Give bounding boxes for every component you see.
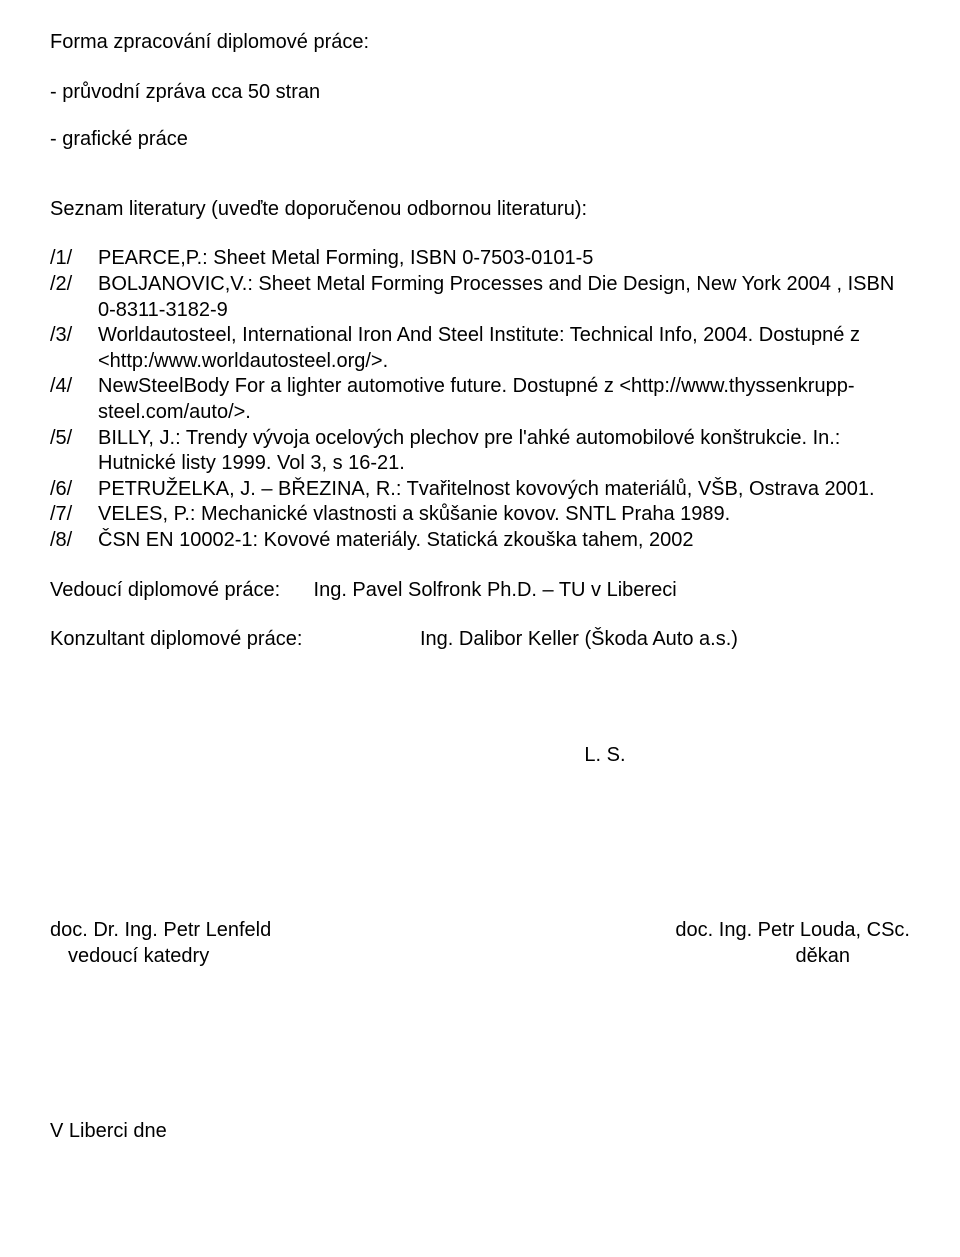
reference-number: /5/	[50, 426, 98, 452]
reference-text: Worldautosteel, International Iron And S…	[98, 323, 910, 374]
reference-number: /3/	[50, 323, 98, 349]
spacer	[50, 177, 910, 197]
reference-number: /7/	[50, 502, 98, 528]
consultant-line: Konzultant diplomové práce: Ing. Dalibor…	[50, 627, 910, 653]
reference-item: /3/ Worldautosteel, International Iron A…	[50, 323, 910, 374]
signature-left: doc. Dr. Ing. Petr Lenfeld vedoucí kated…	[50, 918, 271, 969]
reference-number: /2/	[50, 272, 98, 298]
reference-number: /8/	[50, 528, 98, 554]
reference-item: /5/ BILLY, J.: Trendy vývoja ocelových p…	[50, 426, 910, 477]
ls-mark: L. S.	[50, 743, 910, 769]
signature-right-role: děkan	[675, 944, 910, 970]
bullet-item: - grafické práce	[50, 127, 910, 153]
reference-list: /1/ PEARCE,P.: Sheet Metal Forming, ISBN…	[50, 246, 910, 553]
bullet-item: - průvodní zpráva cca 50 stran	[50, 80, 910, 106]
footer-date-line: V Liberci dne	[50, 1119, 910, 1145]
consultant-name: Ing. Dalibor Keller (Škoda Auto a.s.)	[420, 627, 910, 653]
literature-heading: Seznam literatury (uveďte doporučenou od…	[50, 197, 910, 223]
reference-number: /1/	[50, 246, 98, 272]
reference-item: /2/ BOLJANOVIC,V.: Sheet Metal Forming P…	[50, 272, 910, 323]
spacer	[50, 105, 910, 127]
reference-text: BOLJANOVIC,V.: Sheet Metal Forming Proce…	[98, 272, 910, 323]
signature-right: doc. Ing. Petr Louda, CSc. děkan	[675, 918, 910, 969]
reference-text: ČSN EN 10002-1: Kovové materiály. Static…	[98, 528, 910, 554]
consultant-label: Konzultant diplomové práce:	[50, 627, 420, 653]
reference-item: /8/ ČSN EN 10002-1: Kovové materiály. St…	[50, 528, 910, 554]
signature-right-name: doc. Ing. Petr Louda, CSc.	[675, 918, 910, 944]
form-heading: Forma zpracování diplomové práce:	[50, 30, 910, 56]
reference-text: NewSteelBody For a lighter automotive fu…	[98, 374, 910, 425]
bullet-list: - průvodní zpráva cca 50 stran - grafick…	[50, 80, 910, 153]
reference-item: /7/ VELES, P.: Mechanické vlastnosti a s…	[50, 502, 910, 528]
signature-left-name: doc. Dr. Ing. Petr Lenfeld	[50, 918, 271, 944]
supervisor-label: Vedoucí diplomové práce:	[50, 579, 280, 601]
supervisor-line: Vedoucí diplomové práce: Ing. Pavel Solf…	[50, 578, 910, 604]
reference-text: PETRUŽELKA, J. – BŘEZINA, R.: Tvařitelno…	[98, 477, 910, 503]
reference-item: /1/ PEARCE,P.: Sheet Metal Forming, ISBN…	[50, 246, 910, 272]
signature-left-role: vedoucí katedry	[50, 944, 271, 970]
reference-text: PEARCE,P.: Sheet Metal Forming, ISBN 0-7…	[98, 246, 910, 272]
reference-item: /4/ NewSteelBody For a lighter automotiv…	[50, 374, 910, 425]
reference-text: BILLY, J.: Trendy vývoja ocelových plech…	[98, 426, 910, 477]
reference-item: /6/ PETRUŽELKA, J. – BŘEZINA, R.: Tvařit…	[50, 477, 910, 503]
signature-row: doc. Dr. Ing. Petr Lenfeld vedoucí kated…	[50, 918, 910, 969]
reference-text: VELES, P.: Mechanické vlastnosti a skůša…	[98, 502, 910, 528]
reference-number: /4/	[50, 374, 98, 400]
spacer-inline	[286, 579, 308, 601]
supervisor-name: Ing. Pavel Solfronk Ph.D. – TU v Liberec…	[314, 579, 677, 601]
page: Forma zpracování diplomové práce: - prův…	[0, 0, 960, 1257]
reference-number: /6/	[50, 477, 98, 503]
